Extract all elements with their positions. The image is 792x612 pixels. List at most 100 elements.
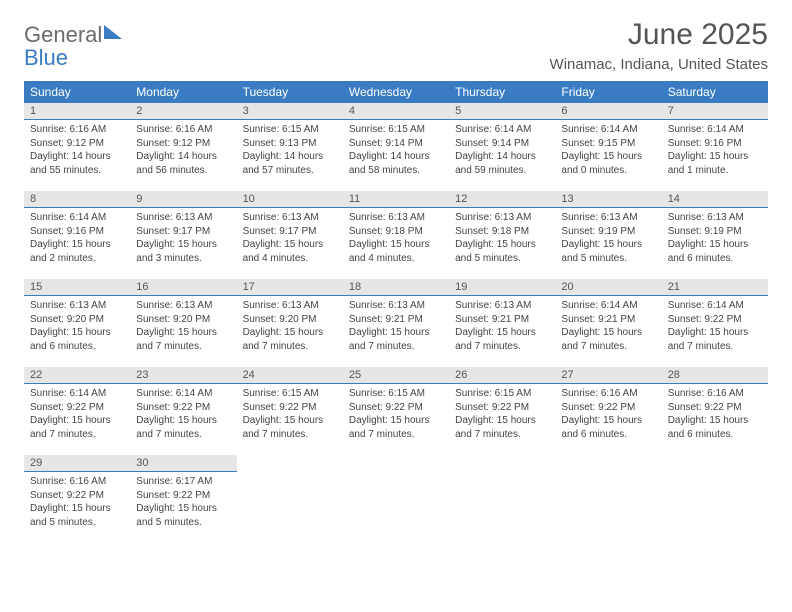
sunset-line: Sunset: 9:19 PM (561, 225, 655, 239)
calendar-day-cell: 18Sunrise: 6:13 AMSunset: 9:21 PMDayligh… (343, 279, 449, 367)
day-details: Sunrise: 6:13 AMSunset: 9:19 PMDaylight:… (555, 208, 661, 271)
weekday-header: Thursday (449, 81, 555, 103)
calendar-table: SundayMondayTuesdayWednesdayThursdayFrid… (24, 81, 768, 543)
sunset-line: Sunset: 9:19 PM (668, 225, 762, 239)
weekday-header: Monday (130, 81, 236, 103)
sunset-line: Sunset: 9:13 PM (243, 137, 337, 151)
day-details: Sunrise: 6:15 AMSunset: 9:22 PMDaylight:… (343, 384, 449, 447)
weekday-header: Tuesday (237, 81, 343, 103)
daylight-line: Daylight: 15 hours and 7 minutes. (30, 414, 124, 441)
daylight-line: Daylight: 15 hours and 7 minutes. (349, 414, 443, 441)
sunset-line: Sunset: 9:12 PM (136, 137, 230, 151)
day-number: 23 (130, 367, 236, 384)
sunset-line: Sunset: 9:17 PM (243, 225, 337, 239)
calendar-day-cell: 16Sunrise: 6:13 AMSunset: 9:20 PMDayligh… (130, 279, 236, 367)
calendar-day-cell: 26Sunrise: 6:15 AMSunset: 9:22 PMDayligh… (449, 367, 555, 455)
sunset-line: Sunset: 9:22 PM (243, 401, 337, 415)
calendar-day-cell (237, 455, 343, 543)
weekday-header: Friday (555, 81, 661, 103)
sunrise-line: Sunrise: 6:17 AM (136, 475, 230, 489)
sunset-line: Sunset: 9:22 PM (561, 401, 655, 415)
day-details: Sunrise: 6:14 AMSunset: 9:22 PMDaylight:… (662, 296, 768, 359)
sunrise-line: Sunrise: 6:13 AM (455, 211, 549, 225)
calendar-week-row: 22Sunrise: 6:14 AMSunset: 9:22 PMDayligh… (24, 367, 768, 455)
calendar-day-cell: 17Sunrise: 6:13 AMSunset: 9:20 PMDayligh… (237, 279, 343, 367)
sunrise-line: Sunrise: 6:13 AM (668, 211, 762, 225)
calendar-day-cell: 7Sunrise: 6:14 AMSunset: 9:16 PMDaylight… (662, 103, 768, 191)
sunset-line: Sunset: 9:17 PM (136, 225, 230, 239)
day-details: Sunrise: 6:13 AMSunset: 9:17 PMDaylight:… (130, 208, 236, 271)
sunset-line: Sunset: 9:14 PM (455, 137, 549, 151)
weekday-header: Saturday (662, 81, 768, 103)
sunrise-line: Sunrise: 6:13 AM (455, 299, 549, 313)
sunrise-line: Sunrise: 6:13 AM (243, 211, 337, 225)
daylight-line: Daylight: 15 hours and 7 minutes. (561, 326, 655, 353)
daylight-line: Daylight: 15 hours and 7 minutes. (455, 414, 549, 441)
day-details: Sunrise: 6:13 AMSunset: 9:20 PMDaylight:… (24, 296, 130, 359)
sunrise-line: Sunrise: 6:15 AM (243, 123, 337, 137)
day-number: 27 (555, 367, 661, 384)
calendar-day-cell: 12Sunrise: 6:13 AMSunset: 9:18 PMDayligh… (449, 191, 555, 279)
page-header: General Blue June 2025 Winamac, Indiana,… (24, 18, 768, 73)
day-details: Sunrise: 6:15 AMSunset: 9:22 PMDaylight:… (237, 384, 343, 447)
day-number: 1 (24, 103, 130, 120)
month-title: June 2025 (550, 18, 768, 52)
calendar-day-cell: 1Sunrise: 6:16 AMSunset: 9:12 PMDaylight… (24, 103, 130, 191)
day-number: 16 (130, 279, 236, 296)
sunset-line: Sunset: 9:20 PM (243, 313, 337, 327)
day-details: Sunrise: 6:14 AMSunset: 9:14 PMDaylight:… (449, 120, 555, 183)
day-number: 19 (449, 279, 555, 296)
day-number: 6 (555, 103, 661, 120)
sunset-line: Sunset: 9:21 PM (455, 313, 549, 327)
daylight-line: Daylight: 15 hours and 6 minutes. (561, 414, 655, 441)
day-details: Sunrise: 6:13 AMSunset: 9:21 PMDaylight:… (449, 296, 555, 359)
brand-triangle-icon (104, 25, 122, 39)
day-number: 24 (237, 367, 343, 384)
sunset-line: Sunset: 9:22 PM (136, 401, 230, 415)
day-details: Sunrise: 6:14 AMSunset: 9:16 PMDaylight:… (24, 208, 130, 271)
daylight-line: Daylight: 15 hours and 0 minutes. (561, 150, 655, 177)
day-details: Sunrise: 6:13 AMSunset: 9:18 PMDaylight:… (343, 208, 449, 271)
day-details: Sunrise: 6:13 AMSunset: 9:18 PMDaylight:… (449, 208, 555, 271)
sunset-line: Sunset: 9:14 PM (349, 137, 443, 151)
calendar-day-cell: 29Sunrise: 6:16 AMSunset: 9:22 PMDayligh… (24, 455, 130, 543)
daylight-line: Daylight: 15 hours and 4 minutes. (243, 238, 337, 265)
sunrise-line: Sunrise: 6:14 AM (30, 211, 124, 225)
day-details: Sunrise: 6:15 AMSunset: 9:22 PMDaylight:… (449, 384, 555, 447)
calendar-week-row: 15Sunrise: 6:13 AMSunset: 9:20 PMDayligh… (24, 279, 768, 367)
calendar-day-cell: 14Sunrise: 6:13 AMSunset: 9:19 PMDayligh… (662, 191, 768, 279)
day-number: 21 (662, 279, 768, 296)
daylight-line: Daylight: 15 hours and 7 minutes. (243, 326, 337, 353)
calendar-day-cell: 4Sunrise: 6:15 AMSunset: 9:14 PMDaylight… (343, 103, 449, 191)
day-number: 3 (237, 103, 343, 120)
day-number: 29 (24, 455, 130, 472)
day-details: Sunrise: 6:16 AMSunset: 9:22 PMDaylight:… (662, 384, 768, 447)
daylight-line: Daylight: 15 hours and 7 minutes. (349, 326, 443, 353)
sunrise-line: Sunrise: 6:14 AM (668, 123, 762, 137)
weekday-header: Sunday (24, 81, 130, 103)
daylight-line: Daylight: 14 hours and 57 minutes. (243, 150, 337, 177)
sunset-line: Sunset: 9:22 PM (668, 401, 762, 415)
day-number: 15 (24, 279, 130, 296)
brand-word-1: General (24, 22, 102, 47)
calendar-day-cell: 20Sunrise: 6:14 AMSunset: 9:21 PMDayligh… (555, 279, 661, 367)
day-details: Sunrise: 6:13 AMSunset: 9:17 PMDaylight:… (237, 208, 343, 271)
sunset-line: Sunset: 9:22 PM (455, 401, 549, 415)
calendar-day-cell (662, 455, 768, 543)
sunrise-line: Sunrise: 6:13 AM (30, 299, 124, 313)
sunrise-line: Sunrise: 6:13 AM (243, 299, 337, 313)
sunrise-line: Sunrise: 6:15 AM (349, 123, 443, 137)
brand-word-2: Blue (24, 45, 68, 70)
daylight-line: Daylight: 15 hours and 1 minute. (668, 150, 762, 177)
daylight-line: Daylight: 14 hours and 56 minutes. (136, 150, 230, 177)
daylight-line: Daylight: 15 hours and 6 minutes. (668, 414, 762, 441)
day-details: Sunrise: 6:13 AMSunset: 9:20 PMDaylight:… (237, 296, 343, 359)
day-details: Sunrise: 6:14 AMSunset: 9:22 PMDaylight:… (24, 384, 130, 447)
day-number: 28 (662, 367, 768, 384)
day-details: Sunrise: 6:14 AMSunset: 9:22 PMDaylight:… (130, 384, 236, 447)
sunrise-line: Sunrise: 6:13 AM (561, 211, 655, 225)
sunset-line: Sunset: 9:22 PM (136, 489, 230, 503)
day-details: Sunrise: 6:13 AMSunset: 9:21 PMDaylight:… (343, 296, 449, 359)
day-number: 20 (555, 279, 661, 296)
calendar-day-cell: 2Sunrise: 6:16 AMSunset: 9:12 PMDaylight… (130, 103, 236, 191)
